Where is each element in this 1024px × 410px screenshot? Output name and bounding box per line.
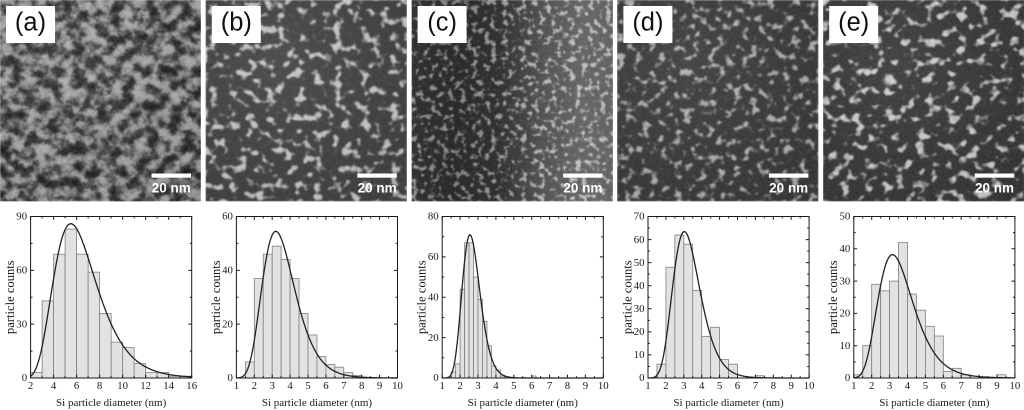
- svg-text:12: 12: [140, 380, 151, 392]
- svg-text:4: 4: [51, 380, 57, 392]
- svg-text:Si particle diameter (nm): Si particle diameter (nm): [673, 397, 784, 409]
- svg-text:particle counts: particle counts: [209, 260, 223, 334]
- svg-text:Si particle diameter (nm): Si particle diameter (nm): [56, 397, 167, 409]
- svg-text:Si particle diameter (nm): Si particle diameter (nm): [468, 397, 579, 409]
- svg-text:0: 0: [227, 372, 232, 384]
- svg-text:Si particle diameter (nm): Si particle diameter (nm): [879, 397, 990, 409]
- svg-text:4: 4: [905, 380, 911, 392]
- svg-text:0: 0: [433, 372, 438, 384]
- svg-text:60: 60: [222, 211, 233, 223]
- svg-text:60: 60: [634, 234, 645, 246]
- svg-text:4: 4: [287, 380, 293, 392]
- svg-text:3: 3: [269, 380, 274, 392]
- svg-text:7: 7: [341, 380, 347, 392]
- svg-text:3: 3: [681, 380, 686, 392]
- svg-text:2: 2: [663, 380, 668, 392]
- svg-text:8: 8: [565, 380, 570, 392]
- svg-text:20 nm: 20 nm: [152, 181, 191, 196]
- svg-text:20: 20: [840, 308, 851, 320]
- svg-text:80: 80: [428, 211, 439, 223]
- svg-text:6: 6: [735, 380, 741, 392]
- svg-text:3: 3: [887, 380, 892, 392]
- svg-text:5: 5: [717, 380, 722, 392]
- svg-text:90: 90: [16, 211, 27, 223]
- svg-text:10: 10: [117, 380, 128, 392]
- svg-text:3: 3: [475, 380, 480, 392]
- svg-text:6: 6: [941, 380, 947, 392]
- svg-text:6: 6: [529, 380, 535, 392]
- svg-text:5: 5: [305, 380, 310, 392]
- svg-text:30: 30: [840, 275, 851, 287]
- svg-text:Si particle diameter (nm): Si particle diameter (nm): [262, 397, 373, 409]
- svg-text:6: 6: [74, 380, 80, 392]
- svg-text:7: 7: [547, 380, 553, 392]
- svg-text:40: 40: [222, 265, 233, 277]
- svg-text:20: 20: [428, 332, 439, 344]
- svg-text:50: 50: [840, 211, 851, 223]
- svg-text:(d): (d): [632, 8, 663, 36]
- svg-text:5: 5: [511, 380, 516, 392]
- svg-text:10: 10: [840, 340, 851, 352]
- svg-text:particle counts: particle counts: [620, 260, 634, 334]
- svg-text:1: 1: [439, 380, 444, 392]
- svg-text:20: 20: [222, 318, 233, 330]
- svg-text:1: 1: [234, 380, 239, 392]
- svg-text:particle counts: particle counts: [826, 260, 840, 334]
- svg-text:10: 10: [804, 380, 815, 392]
- svg-text:10: 10: [598, 380, 609, 392]
- svg-text:9: 9: [994, 380, 999, 392]
- svg-text:40: 40: [840, 243, 851, 255]
- svg-text:20 nm: 20 nm: [975, 181, 1014, 196]
- svg-text:20 nm: 20 nm: [563, 181, 602, 196]
- svg-text:0: 0: [639, 372, 644, 384]
- svg-text:30: 30: [634, 303, 645, 315]
- svg-text:1: 1: [851, 380, 856, 392]
- svg-text:6: 6: [323, 380, 329, 392]
- svg-text:40: 40: [428, 291, 439, 303]
- svg-text:7: 7: [958, 380, 964, 392]
- svg-text:2: 2: [869, 380, 874, 392]
- svg-text:5: 5: [923, 380, 928, 392]
- svg-text:particle counts: particle counts: [415, 260, 429, 334]
- svg-text:60: 60: [428, 251, 439, 263]
- svg-text:30: 30: [16, 318, 27, 330]
- svg-text:(a): (a): [15, 8, 46, 36]
- svg-text:9: 9: [583, 380, 588, 392]
- svg-text:2: 2: [252, 380, 257, 392]
- svg-text:10: 10: [634, 349, 645, 361]
- svg-text:10: 10: [392, 380, 403, 392]
- svg-text:10: 10: [1010, 380, 1021, 392]
- svg-text:8: 8: [359, 380, 364, 392]
- svg-text:14: 14: [163, 380, 174, 392]
- svg-text:20 nm: 20 nm: [769, 181, 808, 196]
- svg-text:9: 9: [377, 380, 382, 392]
- svg-text:20 nm: 20 nm: [358, 181, 397, 196]
- svg-text:(e): (e): [838, 8, 869, 36]
- svg-text:16: 16: [186, 380, 197, 392]
- svg-text:8: 8: [771, 380, 776, 392]
- svg-text:particle counts: particle counts: [3, 260, 17, 334]
- svg-text:2: 2: [28, 380, 33, 392]
- svg-text:8: 8: [976, 380, 981, 392]
- svg-text:2: 2: [457, 380, 462, 392]
- svg-text:1: 1: [645, 380, 650, 392]
- svg-text:0: 0: [22, 372, 27, 384]
- svg-text:0: 0: [845, 372, 850, 384]
- svg-text:9: 9: [788, 380, 793, 392]
- svg-text:(b): (b): [221, 8, 252, 36]
- svg-text:20: 20: [634, 326, 645, 338]
- svg-text:4: 4: [699, 380, 705, 392]
- svg-text:4: 4: [493, 380, 499, 392]
- svg-text:40: 40: [634, 280, 645, 292]
- svg-text:70: 70: [634, 211, 645, 223]
- svg-text:(c): (c): [427, 8, 457, 36]
- svg-text:7: 7: [753, 380, 759, 392]
- svg-text:8: 8: [97, 380, 102, 392]
- svg-text:60: 60: [16, 265, 27, 277]
- svg-text:50: 50: [634, 257, 645, 269]
